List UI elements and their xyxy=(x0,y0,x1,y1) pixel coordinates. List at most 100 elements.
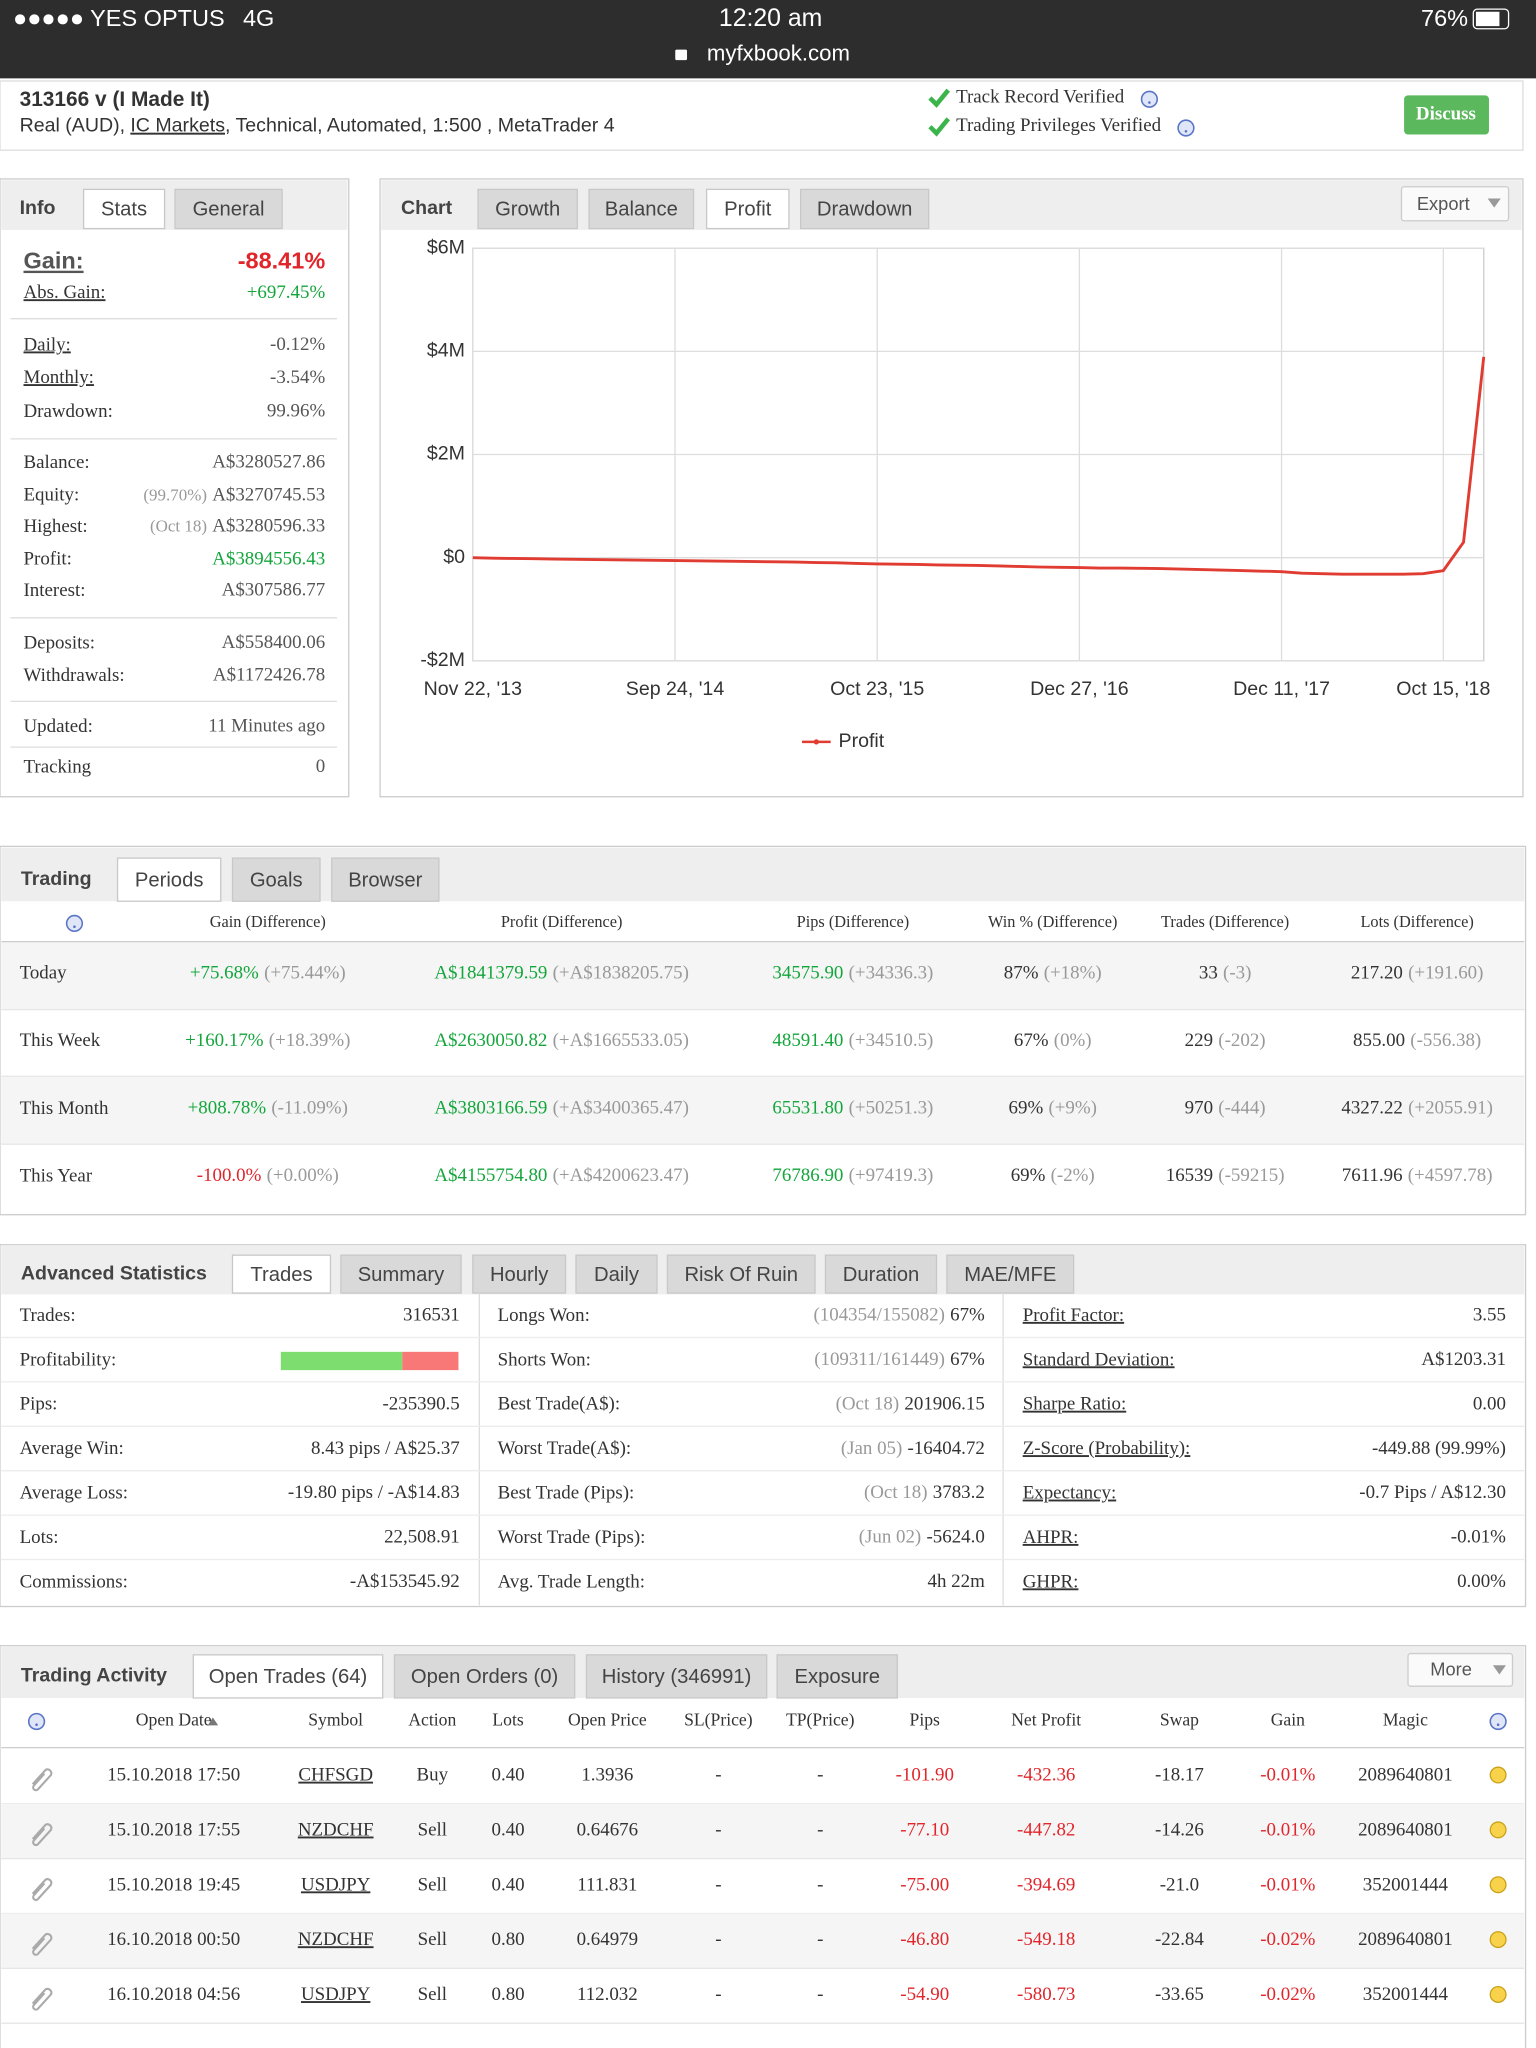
cell-value: A$2630050.82 xyxy=(434,1030,547,1051)
band xyxy=(1,943,1525,1010)
tab[interactable] xyxy=(174,188,283,230)
cell-diff: (-3) xyxy=(1223,963,1251,984)
tab-label[interactable]: Summary xyxy=(358,1264,445,1286)
info-label: Drawdown: xyxy=(24,401,113,422)
tab[interactable] xyxy=(575,1254,658,1294)
panel-title: Advanced Statistics xyxy=(21,1262,207,1284)
band xyxy=(1,1803,1525,1859)
trade-cell: -580.73 xyxy=(1017,1984,1075,2005)
tab[interactable] xyxy=(824,1254,938,1294)
tab-label[interactable]: Hourly xyxy=(490,1264,549,1286)
info-value-text: -0.12% xyxy=(270,334,325,355)
tab[interactable] xyxy=(116,857,222,902)
tab-label[interactable]: Open Trades (64) xyxy=(209,1666,368,1688)
cell-value: 33 xyxy=(1199,963,1218,984)
stat-value-text: 3783.2 xyxy=(933,1483,985,1504)
info-value-text: 11 Minutes ago xyxy=(208,716,325,737)
tab-label[interactable]: Periods xyxy=(135,869,204,891)
cell-value: 7611.96 xyxy=(1342,1165,1403,1186)
cell-diff: (+34336.3) xyxy=(849,963,934,984)
period-cell: +808.78% (-11.09%) xyxy=(188,1098,348,1119)
tab[interactable] xyxy=(331,857,440,902)
tab[interactable] xyxy=(705,188,790,230)
account-title: 313166 v (I Made It) xyxy=(20,88,210,111)
trade-cell: -0.01% xyxy=(1260,1765,1315,1786)
cell-diff: (+A$3400365.47) xyxy=(553,1098,689,1119)
trade-cell: 352001444 xyxy=(1363,1984,1449,2005)
tab-label[interactable]: Risk Of Ruin xyxy=(684,1264,798,1286)
tab-label[interactable]: MAE/MFE xyxy=(964,1264,1056,1286)
tab-label[interactable]: Browser xyxy=(348,869,422,891)
more-label[interactable]: More xyxy=(1430,1658,1472,1679)
note-icon xyxy=(1489,1766,1507,1784)
tab[interactable] xyxy=(231,1254,332,1294)
tab-label[interactable]: Daily xyxy=(594,1264,640,1286)
battery-level: 76% xyxy=(1421,5,1468,31)
tab[interactable] xyxy=(585,1654,768,1699)
trade-cell: 0.80 xyxy=(492,1984,525,2005)
period-label: This Week xyxy=(20,1030,101,1051)
y-tick-label: $4M xyxy=(427,340,465,362)
tab-label[interactable]: History (346991) xyxy=(602,1666,752,1688)
tab-label[interactable]: General xyxy=(193,199,265,221)
column-header: Magic xyxy=(1383,1710,1428,1730)
cell-value: 87% xyxy=(1004,963,1039,984)
cell-value: 76786.90 xyxy=(772,1165,843,1186)
tab-label[interactable]: Trades xyxy=(250,1264,312,1286)
tab-label[interactable]: Drawdown xyxy=(817,199,913,221)
tab-label[interactable]: Balance xyxy=(605,199,678,221)
panel-title: Trading xyxy=(21,868,92,890)
panel-title: Chart xyxy=(401,197,453,219)
info-value-text: +697.45% xyxy=(247,282,326,303)
discuss-button[interactable] xyxy=(1404,95,1489,135)
tab[interactable] xyxy=(946,1254,1075,1294)
stat-value: -235390.5 xyxy=(382,1394,459,1415)
tab[interactable] xyxy=(776,1654,898,1699)
trade-cell[interactable]: NZDCHF xyxy=(298,1820,374,1841)
info-value: A$1172426.78 xyxy=(213,665,325,686)
tab[interactable] xyxy=(588,188,695,230)
tab[interactable] xyxy=(666,1254,816,1294)
cell-diff: (0%) xyxy=(1054,1030,1092,1051)
profitability-win xyxy=(280,1351,403,1371)
tab-label[interactable]: Stats xyxy=(101,199,147,221)
tab[interactable] xyxy=(472,1254,567,1294)
band xyxy=(1,1913,1525,1969)
stat-value: -0.7 Pips / A$12.30 xyxy=(1359,1483,1506,1504)
tab-label[interactable]: Profit xyxy=(724,199,772,221)
tab-label[interactable]: Goals xyxy=(250,869,303,891)
trade-cell[interactable]: NZDCHF xyxy=(298,1929,374,1950)
export-button[interactable] xyxy=(1400,186,1510,222)
trade-cell: 15.10.2018 19:45 xyxy=(107,1874,240,1895)
period-cell: A$3803166.59 (+A$3400365.47) xyxy=(434,1098,689,1119)
discuss-label[interactable]: Discuss xyxy=(1416,103,1476,124)
trade-cell[interactable]: USDJPY xyxy=(301,1874,371,1895)
cell-diff: (-556.38) xyxy=(1410,1030,1481,1051)
tab-label[interactable]: Growth xyxy=(495,199,560,221)
tab-label[interactable]: Open Orders (0) xyxy=(411,1666,558,1688)
stat-note: (104354/155082) xyxy=(814,1305,945,1326)
tab[interactable] xyxy=(82,188,166,230)
info-value-text: A$3270745.53 xyxy=(212,485,325,506)
stat-label: Best Trade (Pips): xyxy=(498,1483,635,1504)
info-value-text: 0 xyxy=(316,756,325,777)
trade-cell: 2089640801 xyxy=(1358,1820,1453,1841)
tab[interactable] xyxy=(800,188,930,230)
trade-cell: -33.65 xyxy=(1155,1984,1204,2005)
column-header[interactable]: Open Date xyxy=(136,1710,212,1730)
cell-value: 48591.40 xyxy=(772,1030,843,1051)
tab-label[interactable]: Exposure xyxy=(794,1666,879,1688)
more-button[interactable] xyxy=(1407,1652,1514,1687)
tab-label[interactable]: Duration xyxy=(843,1264,919,1286)
stat-label: Shorts Won: xyxy=(498,1349,591,1370)
tab[interactable] xyxy=(393,1654,576,1699)
tab[interactable] xyxy=(231,857,321,902)
trade-cell[interactable]: CHFSGD xyxy=(298,1765,373,1786)
stat-label: Longs Won: xyxy=(498,1305,590,1326)
trade-cell[interactable]: USDJPY xyxy=(301,1984,371,2005)
tab[interactable] xyxy=(340,1254,462,1294)
tab[interactable] xyxy=(192,1654,384,1699)
export-label[interactable]: Export xyxy=(1417,193,1470,214)
tab[interactable] xyxy=(477,188,578,230)
broker-link[interactable]: IC Markets xyxy=(130,115,225,137)
